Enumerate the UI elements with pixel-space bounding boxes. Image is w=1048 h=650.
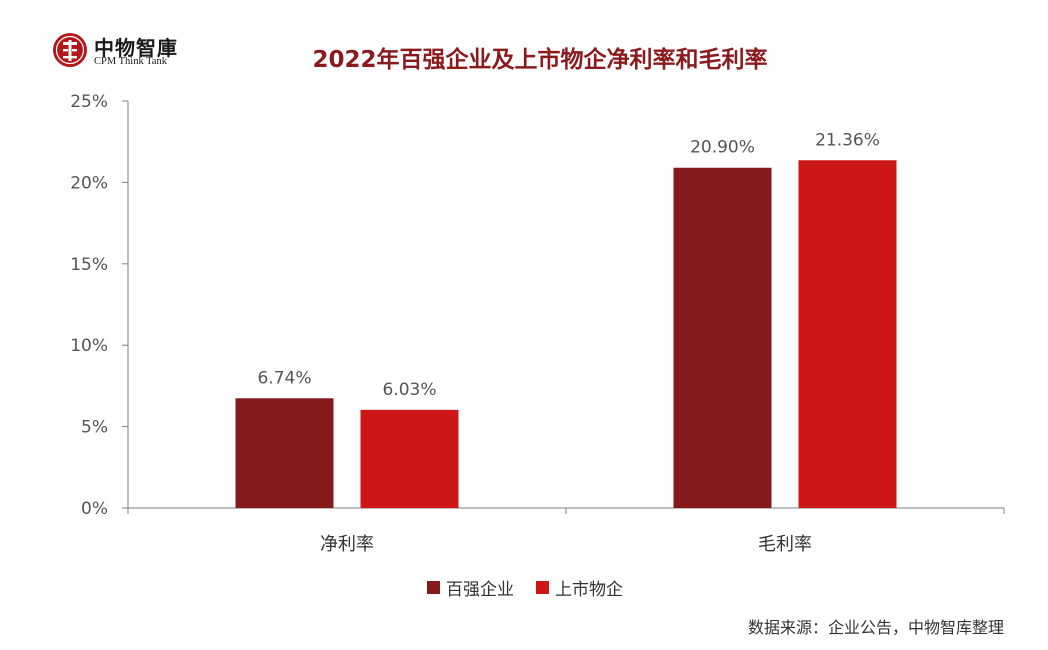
data-label: 6.03% [382,380,436,400]
bar [360,409,459,508]
legend-swatch-series-2 [536,580,549,594]
logo-seal-icon [53,33,87,67]
chart-title: 2022年百强企业及上市物企净利率和毛利率 [312,47,768,73]
y-tick-label: 15% [70,255,108,275]
y-tick-label: 5% [81,418,108,438]
logo-name-cn: 中物智庫 [94,36,178,60]
bar [235,398,334,508]
x-tick-label: 毛利率 [758,534,812,555]
logo-name-en: CPM Think Tank [94,56,167,67]
data-source-note: 数据来源：企业公告，中物智库整理 [747,618,1004,637]
legend: 百强企业 上市物企 [427,575,645,600]
y-tick-label: 25% [70,92,108,112]
bar [673,167,772,509]
x-tick-label: 净利率 [320,534,374,555]
y-tick-label: 20% [70,173,108,193]
legend-item-series-1: 百强企业 [427,575,514,600]
legend-swatch-series-1 [427,580,440,594]
data-label: 6.74% [257,368,311,388]
data-label: 21.36% [815,130,880,150]
logo: 中物智庫 CPM Think Tank [48,28,208,74]
data-label: 20.90% [690,138,755,158]
bar [798,160,897,508]
legend-label-series-2: 上市物企 [555,579,623,600]
y-tick-label: 0% [81,499,108,519]
legend-label-series-1: 百强企业 [446,579,514,600]
legend-item-series-2: 上市物企 [536,575,623,600]
y-tick-label: 10% [70,336,108,356]
